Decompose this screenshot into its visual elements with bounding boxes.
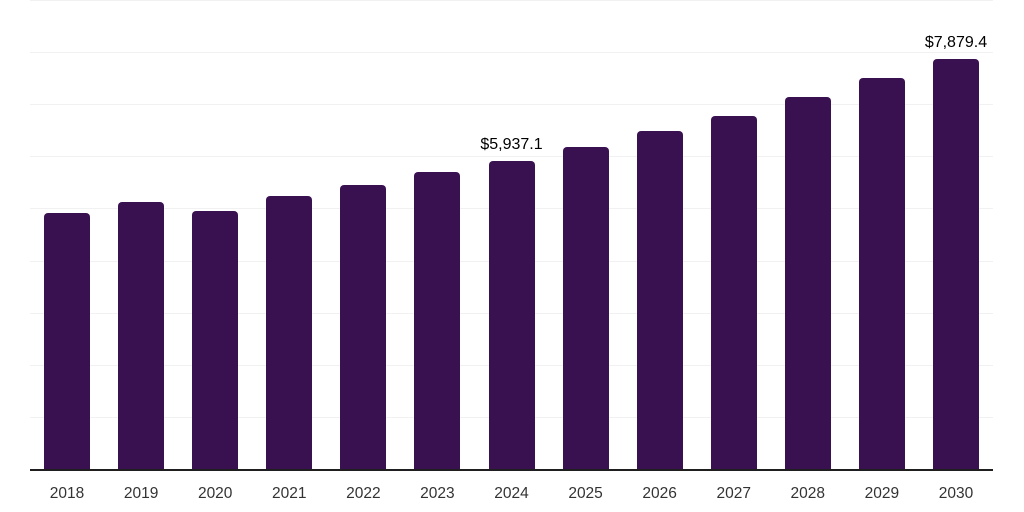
x-tick-label-2030: 2030 <box>938 485 974 502</box>
bar-2029 <box>858 78 905 470</box>
x-tick-label-2020: 2020 <box>197 485 233 502</box>
gridline-8000 <box>30 52 993 54</box>
bar-2024 <box>488 160 535 470</box>
bar-2030 <box>932 59 979 470</box>
x-tick-label-2025: 2025 <box>568 485 603 502</box>
bar-2019 <box>118 201 165 470</box>
data-label-2024: $5,937.1 <box>480 135 543 153</box>
bar-2028 <box>784 96 831 470</box>
gridline-7000 <box>30 104 993 106</box>
x-tick-label-2026: 2026 <box>642 485 677 502</box>
x-tick-label-2027: 2027 <box>716 485 751 502</box>
bar-2022 <box>340 184 387 470</box>
gridline-6000 <box>30 156 993 158</box>
x-tick-label-2018: 2018 <box>49 485 85 502</box>
x-tick-label-2023: 2023 <box>420 485 455 502</box>
plot-area: $5,937.1 $7,879.4 <box>30 0 993 471</box>
bar-2023 <box>414 171 461 470</box>
x-axis-line <box>30 469 993 471</box>
x-tick-label-2022: 2022 <box>346 485 381 502</box>
gridline-9000 <box>30 0 993 1</box>
x-tick-label-2028: 2028 <box>790 485 826 502</box>
x-tick-label-2021: 2021 <box>272 485 307 502</box>
bar-2026 <box>636 131 683 470</box>
bar-2021 <box>266 195 313 470</box>
x-tick-label-2019: 2019 <box>123 485 159 502</box>
bar-2020 <box>192 211 239 470</box>
data-label-2030: $7,879.4 <box>924 34 988 52</box>
x-tick-label-2024: 2024 <box>494 485 529 502</box>
bar-2025 <box>562 146 609 470</box>
bar-2018 <box>44 213 91 470</box>
x-tick-label-2029: 2029 <box>864 485 900 502</box>
bar-2027 <box>710 116 757 470</box>
